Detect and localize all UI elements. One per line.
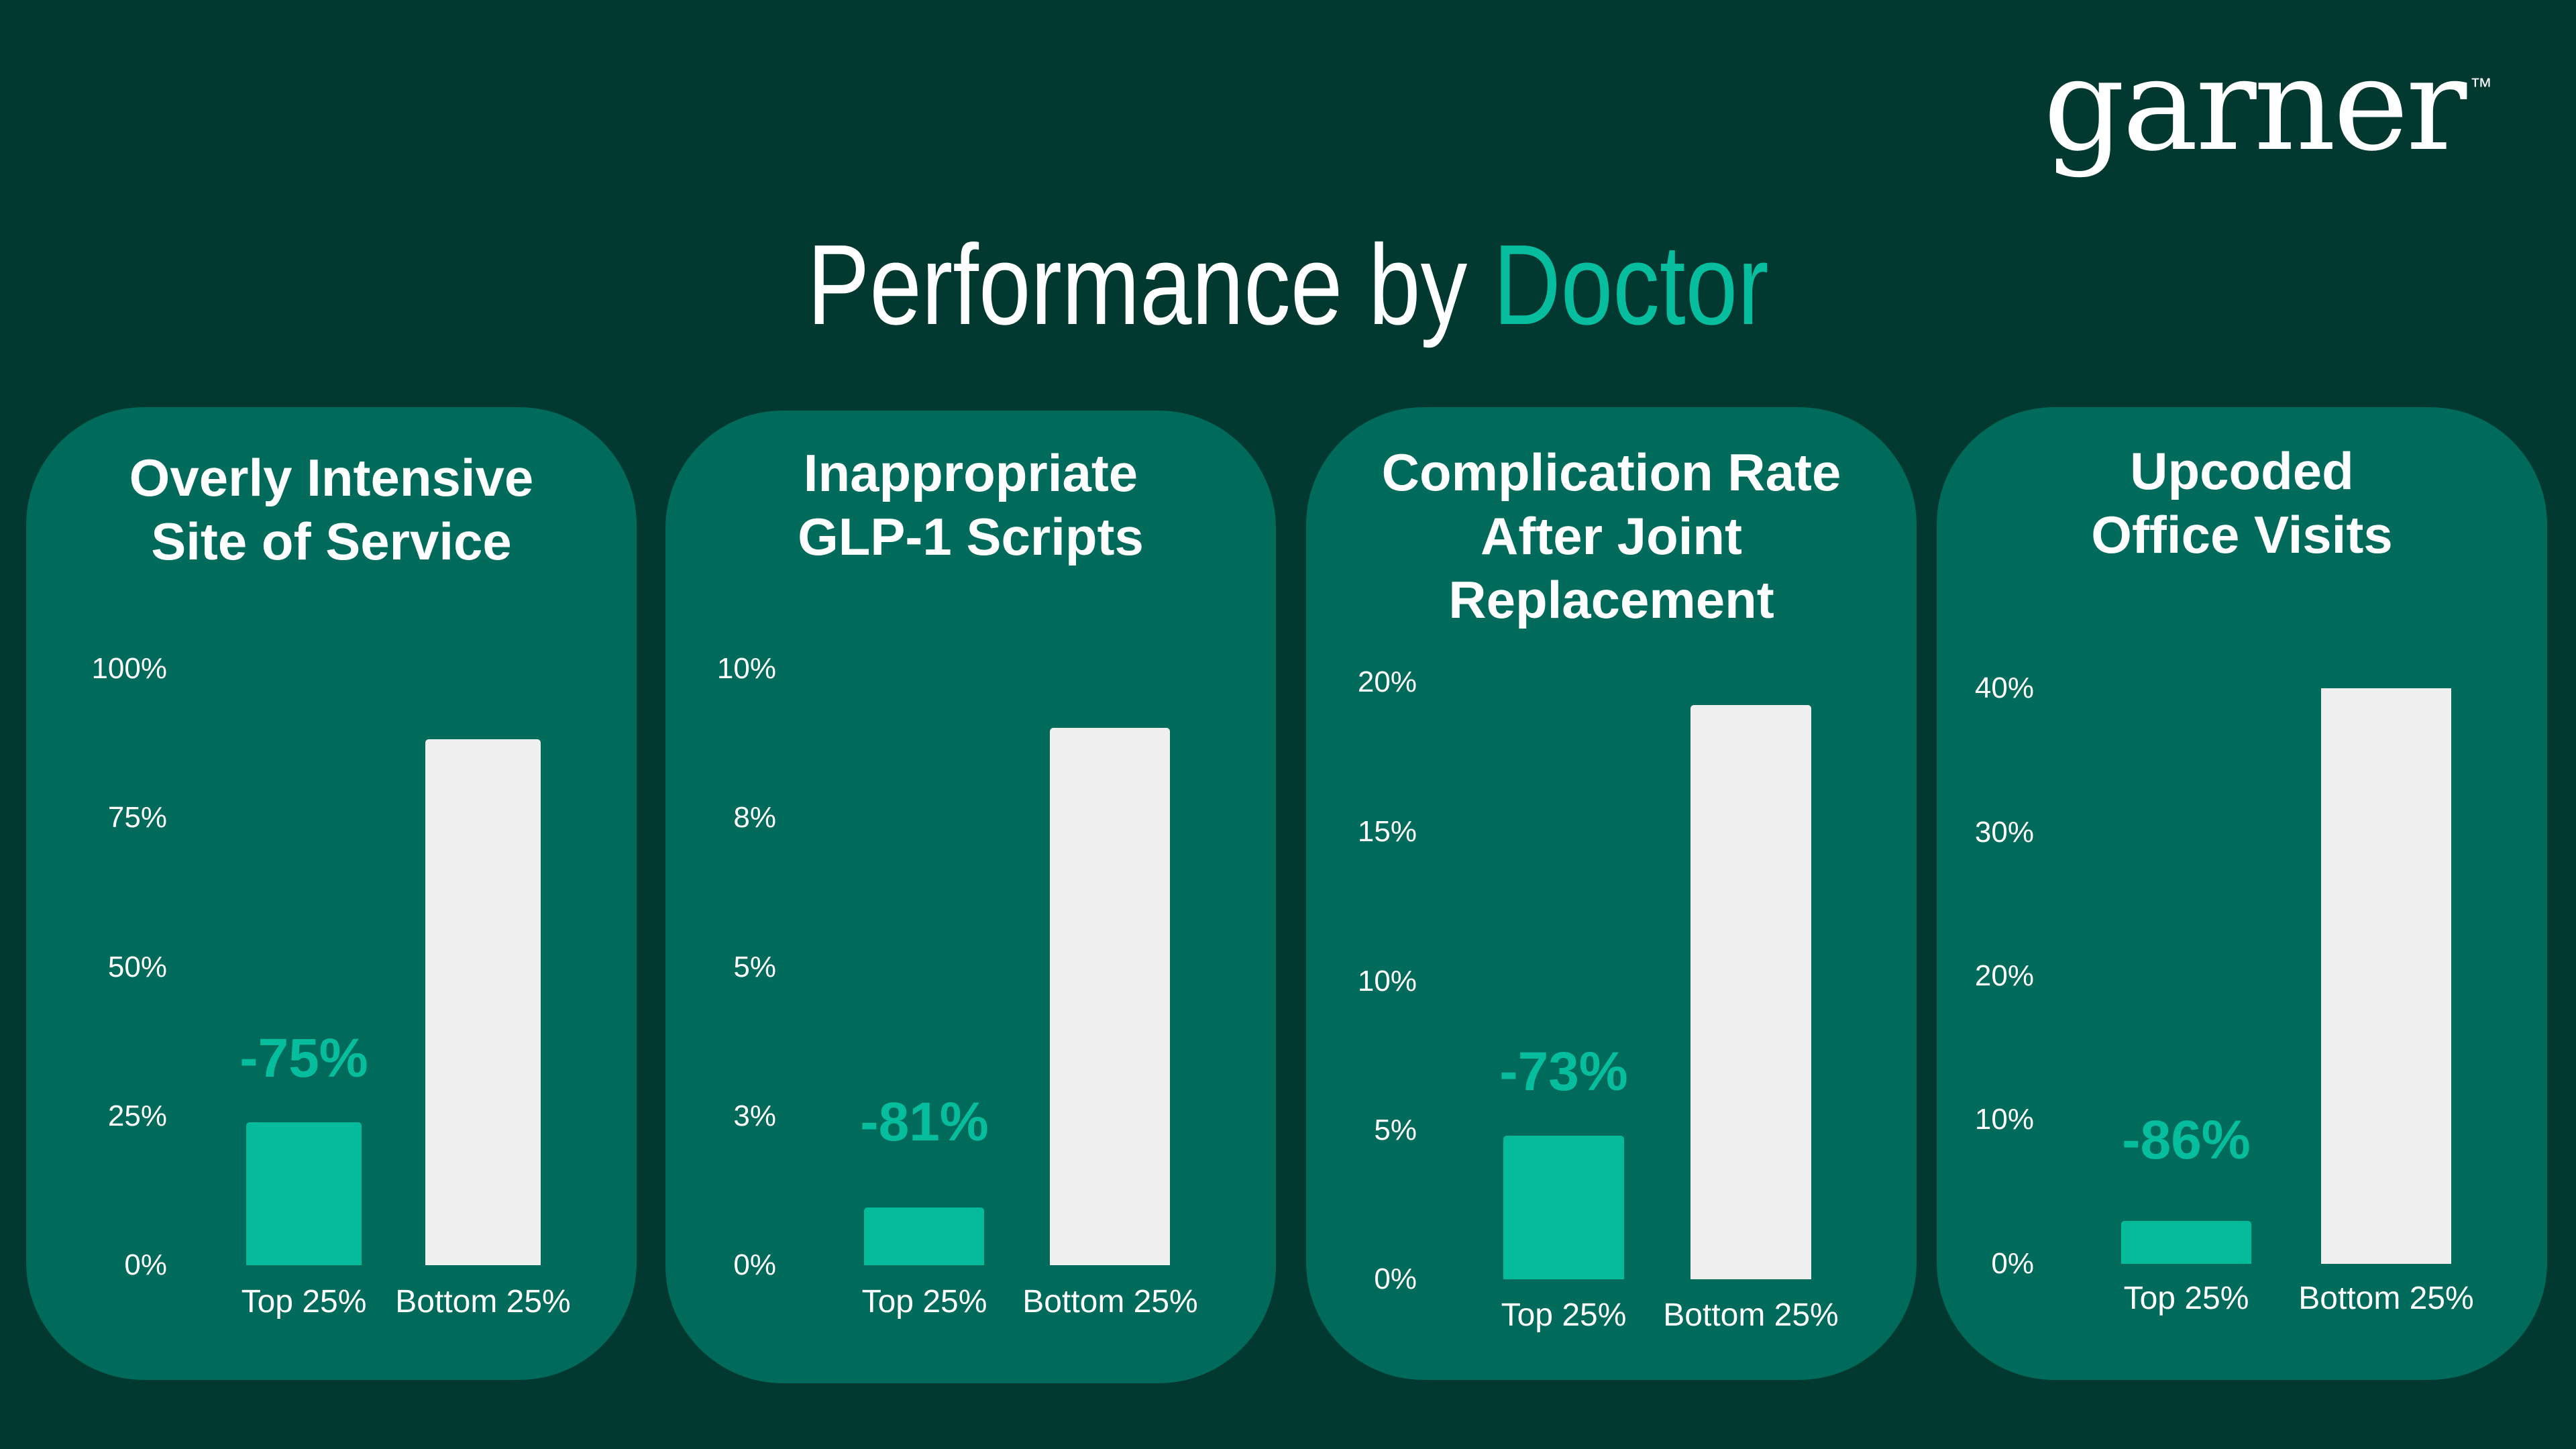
x-label-top: Top 25% [2123, 1281, 2249, 1316]
x-label-bottom: Bottom 25% [1022, 1284, 1198, 1320]
page-title: Performance by Doctor [0, 228, 2576, 342]
y-tick: 15% [1357, 815, 1417, 848]
panel-title-line: Site of Service [151, 512, 512, 571]
panel-title-line: Upcoded [2130, 441, 2354, 500]
chart-panel-upcoded-visits: Upcoded Office Visits 40% 30% 20% 10% 0%… [1937, 407, 2547, 1380]
bar-top-25 [1503, 1136, 1624, 1279]
y-tick: 0% [733, 1248, 776, 1281]
x-label-top: Top 25% [241, 1284, 367, 1320]
bar-top-25 [864, 1208, 984, 1265]
chart-panel-glp1-scripts: Inappropriate GLP-1 Scripts 10% 8% 5% 3%… [665, 411, 1276, 1383]
bar-bottom-25 [2321, 688, 2451, 1264]
y-tick: 75% [107, 801, 167, 834]
chart-panel-joint-replacement: Complication Rate After Joint Replacemen… [1306, 407, 1917, 1380]
y-tick: 50% [107, 951, 167, 983]
y-tick: 0% [1374, 1263, 1417, 1295]
y-tick: 40% [1974, 672, 2034, 704]
x-label-top: Top 25% [1501, 1297, 1627, 1333]
panel-title: Overly Intensive Site of Service [26, 446, 637, 574]
panel-title-line: Replacement [1448, 570, 1774, 629]
bar-bottom-25 [425, 739, 541, 1265]
x-label-bottom: Bottom 25% [2298, 1281, 2474, 1316]
y-tick: 10% [1357, 965, 1417, 998]
delta-label: -73% [1499, 1041, 1628, 1102]
y-tick: 5% [1374, 1114, 1417, 1146]
x-label-bottom: Bottom 25% [1663, 1297, 1839, 1333]
y-tick: 10% [1974, 1103, 2034, 1136]
panel-title: Inappropriate GLP-1 Scripts [665, 441, 1276, 569]
y-tick: 10% [716, 652, 776, 685]
panel-title-line: Complication Rate [1381, 443, 1841, 502]
panel-title-line: After Joint [1481, 506, 1742, 566]
trademark-symbol: ™ [2469, 74, 2493, 99]
y-tick: 20% [1974, 959, 2034, 992]
y-tick: 0% [124, 1248, 167, 1281]
chart-panel-site-of-service: Overly Intensive Site of Service 100% 75… [26, 407, 637, 1380]
bar-bottom-25 [1690, 705, 1811, 1279]
y-tick: 100% [91, 652, 167, 685]
panel-title-line: Inappropriate [803, 443, 1138, 502]
y-tick: 30% [1974, 816, 2034, 849]
y-tick: 20% [1357, 665, 1417, 698]
y-tick: 3% [733, 1099, 776, 1132]
delta-label: -86% [2122, 1110, 2251, 1171]
y-tick: 8% [733, 801, 776, 834]
page-title-prefix: Performance by [807, 221, 1494, 349]
x-label-top: Top 25% [861, 1284, 987, 1320]
panel-title-line: GLP-1 Scripts [798, 507, 1144, 566]
garner-logo: garner ™ [2043, 42, 2492, 169]
bar-top-25 [2121, 1221, 2251, 1264]
logo-text: garner [2043, 31, 2467, 179]
y-tick: 0% [1991, 1247, 2034, 1280]
x-label-bottom: Bottom 25% [395, 1284, 571, 1320]
bar-bottom-25 [1050, 728, 1170, 1265]
page-title-accent: Doctor [1493, 221, 1769, 349]
panel-title: Upcoded Office Visits [1937, 439, 2547, 567]
y-tick: 5% [733, 951, 776, 983]
y-tick: 25% [107, 1099, 167, 1132]
delta-label: -75% [239, 1028, 368, 1089]
panel-title-line: Overly Intensive [129, 448, 534, 507]
bar-top-25 [246, 1122, 362, 1265]
delta-label: -81% [860, 1091, 989, 1152]
panel-title: Complication Rate After Joint Replacemen… [1306, 441, 1917, 632]
panel-title-line: Office Visits [2091, 505, 2393, 564]
